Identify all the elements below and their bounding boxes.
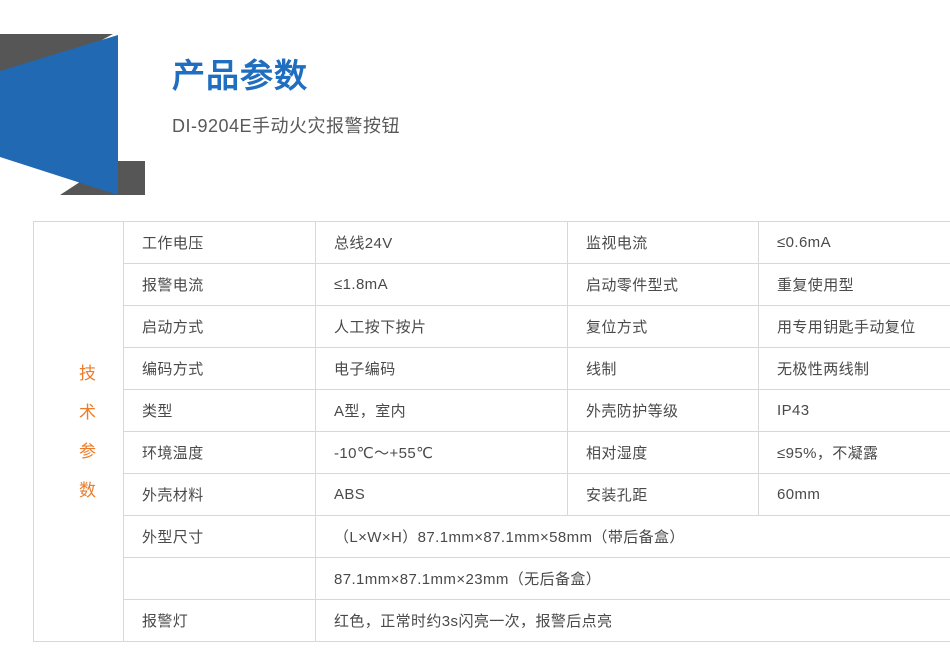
spec-value: A型，室内 <box>315 389 568 432</box>
page-title: 产品参数 <box>172 57 308 94</box>
category-char: 参 <box>79 441 96 461</box>
spec-key: 环境温度 <box>123 431 316 474</box>
spec-value: ABS <box>315 473 568 516</box>
table-row: 外壳材料 ABS 安装孔距 60mm <box>34 473 950 516</box>
spec-value: 人工按下按片 <box>315 305 568 348</box>
table-row: 编码方式 电子编码 线制 无极性两线制 <box>34 347 950 390</box>
spec-table-container: 技 术 参 数 工作电压 总线24V 监视电流 ≤0.6mA 报警电流 ≤1.8… <box>33 221 950 642</box>
technical-parameters-table: 技 术 参 数 工作电压 总线24V 监视电流 ≤0.6mA 报警电流 ≤1.8… <box>33 221 950 642</box>
spec-key: 外壳材料 <box>123 473 316 516</box>
spec-key-blank <box>123 557 316 600</box>
spec-key: 相对湿度 <box>567 431 759 474</box>
table-row: 报警灯 红色，正常时约3s闪亮一次，报警后点亮 <box>34 599 950 642</box>
table-row: 环境温度 -10℃～+55℃ 相对湿度 ≤95%，不凝露 <box>34 431 950 474</box>
category-char: 术 <box>79 402 96 422</box>
category-char: 数 <box>79 480 96 500</box>
spec-value: ≤0.6mA <box>758 221 950 264</box>
table-row: 类型 A型，室内 外壳防护等级 IP43 <box>34 389 950 432</box>
page-subtitle: DI-9204E手动火灾报警按钮 <box>172 116 401 136</box>
category-cell: 技 术 参 数 <box>33 221 124 642</box>
spec-key: 外型尺寸 <box>123 515 316 558</box>
spec-key: 复位方式 <box>567 305 759 348</box>
spec-value: 重复使用型 <box>758 263 950 306</box>
spec-key: 类型 <box>123 389 316 432</box>
spec-value: ≤1.8mA <box>315 263 568 306</box>
spec-value: 无极性两线制 <box>758 347 950 390</box>
category-label-vertical: 技 术 参 数 <box>52 354 123 510</box>
spec-key: 启动方式 <box>123 305 316 348</box>
spec-table-body: 技 术 参 数 工作电压 总线24V 监视电流 ≤0.6mA 报警电流 ≤1.8… <box>33 221 950 642</box>
spec-value: -10℃～+55℃ <box>315 431 568 474</box>
spec-value: 电子编码 <box>315 347 568 390</box>
spec-value: 总线24V <box>315 221 568 264</box>
category-char: 技 <box>79 363 96 383</box>
banner-text-block: 产品参数 DI-9204E手动火灾报警按钮 <box>172 54 872 139</box>
spec-value-wide: （L×W×H）87.1mm×87.1mm×58mm（带后备盒） <box>315 515 950 558</box>
banner-ribbon-graphic <box>0 34 145 195</box>
spec-key: 工作电压 <box>123 221 316 264</box>
page-banner: 产品参数 DI-9204E手动火灾报警按钮 <box>0 0 950 212</box>
spec-key: 线制 <box>567 347 759 390</box>
table-row: 报警电流 ≤1.8mA 启动零件型式 重复使用型 <box>34 263 950 306</box>
spec-key: 安装孔距 <box>567 473 759 516</box>
spec-key: 编码方式 <box>123 347 316 390</box>
spec-key: 报警灯 <box>123 599 316 642</box>
spec-key: 监视电流 <box>567 221 759 264</box>
spec-value: 60mm <box>758 473 950 516</box>
table-row: 外型尺寸 （L×W×H）87.1mm×87.1mm×58mm（带后备盒） <box>34 515 950 558</box>
spec-key: 外壳防护等级 <box>567 389 759 432</box>
table-row: 87.1mm×87.1mm×23mm（无后备盒） <box>34 557 950 600</box>
spec-value: 用专用钥匙手动复位 <box>758 305 950 348</box>
spec-value-wide: 红色，正常时约3s闪亮一次，报警后点亮 <box>315 599 950 642</box>
spec-key: 启动零件型式 <box>567 263 759 306</box>
spec-key: 报警电流 <box>123 263 316 306</box>
spec-value: ≤95%，不凝露 <box>758 431 950 474</box>
table-row: 技 术 参 数 工作电压 总线24V 监视电流 ≤0.6mA <box>33 221 950 642</box>
banner-blue-shape <box>0 35 118 195</box>
table-row: 启动方式 人工按下按片 复位方式 用专用钥匙手动复位 <box>34 305 950 348</box>
spec-value-wide: 87.1mm×87.1mm×23mm（无后备盒） <box>315 557 950 600</box>
spec-value: IP43 <box>758 389 950 432</box>
